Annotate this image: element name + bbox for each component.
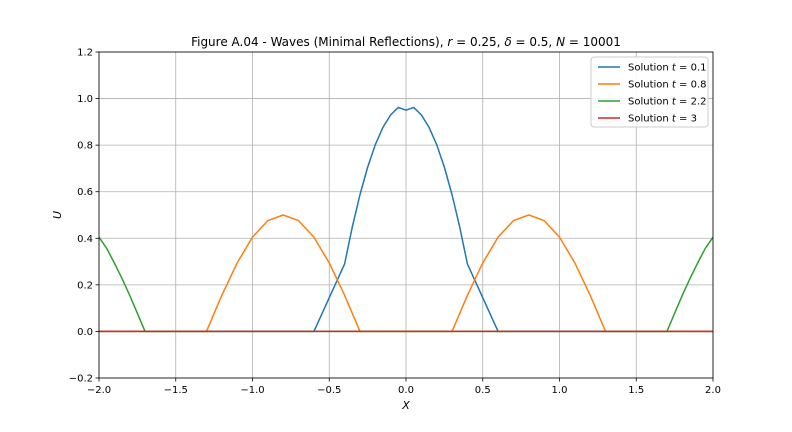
y-tick-label: 0.0 xyxy=(77,327,93,338)
x-tick-label: 2.0 xyxy=(705,385,721,396)
x-tick-label: −1.0 xyxy=(240,385,264,396)
x-axis-ticks: −2.0 −1.5 −1.0 −0.5 0.0 0.5 1.0 1.5 2.0 xyxy=(87,378,721,396)
legend-label-2: Solution t = 0.8 xyxy=(628,80,706,91)
y-axis-ticks: −0.2 0.0 0.2 0.4 0.6 0.8 1.0 1.2 xyxy=(69,48,99,385)
chart-title: Figure A.04 - Waves (Minimal Reflections… xyxy=(191,35,621,49)
legend-box xyxy=(590,56,709,128)
legend: Solution t = 0.1 Solution t = 0.8 Solution… xyxy=(590,56,709,128)
y-tick-label: 1.2 xyxy=(77,48,93,59)
plot-area xyxy=(99,106,713,333)
x-tick-label: 0.5 xyxy=(475,385,491,396)
series-layer xyxy=(99,106,713,333)
x-tick-label: −1.5 xyxy=(164,385,188,396)
x-tick-label: −2.0 xyxy=(87,385,111,396)
legend-label-4: Solution t = 3 xyxy=(628,114,697,125)
x-tick-label: 1.0 xyxy=(552,385,568,396)
y-tick-label: 1.0 xyxy=(77,94,93,105)
y-axis-label: U xyxy=(51,211,64,219)
y-tick-label: 0.6 xyxy=(77,187,93,198)
legend-label-1: Solution t = 0.1 xyxy=(628,63,706,74)
x-tick-label: −0.5 xyxy=(317,385,341,396)
y-tick-label: 0.4 xyxy=(77,234,93,245)
y-tick-label: −0.2 xyxy=(69,374,93,385)
series-line-1 xyxy=(99,106,713,333)
x-tick-label: 0.0 xyxy=(398,385,414,396)
legend-label-3: Solution t = 2.2 xyxy=(628,97,706,108)
x-axis-label: X xyxy=(401,399,410,412)
y-tick-label: 0.2 xyxy=(77,280,93,291)
y-tick-label: 0.8 xyxy=(77,141,93,152)
x-tick-label: 1.5 xyxy=(628,385,644,396)
